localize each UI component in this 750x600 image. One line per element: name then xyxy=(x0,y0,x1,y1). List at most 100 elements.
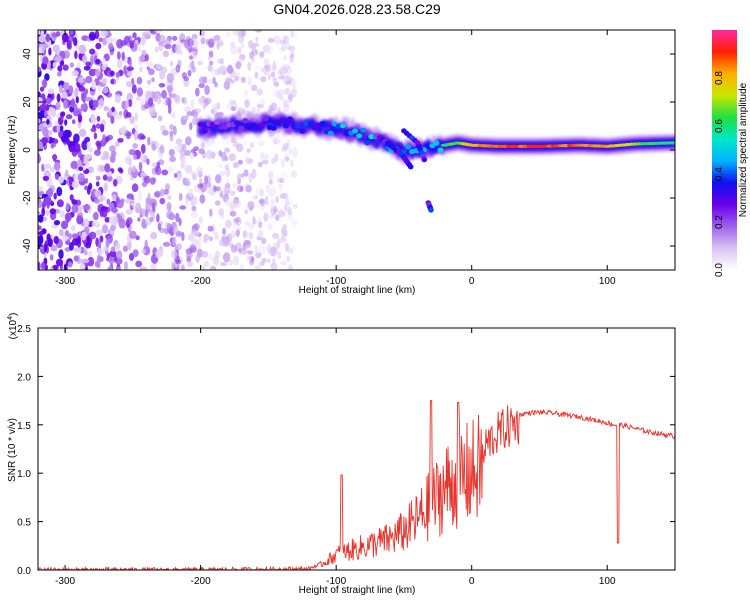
noise-speckle xyxy=(122,245,129,252)
noise-speckle xyxy=(193,230,200,237)
snr-frame xyxy=(37,327,676,571)
noise-speckle xyxy=(279,177,285,183)
noise-speckle xyxy=(97,247,105,256)
ridge-core xyxy=(213,119,220,125)
noise-speckle xyxy=(219,187,223,194)
noise-speckle xyxy=(109,51,114,56)
spectrogram-y-ticks: -40 -20 0 20 40 xyxy=(22,48,675,253)
noise-speckle xyxy=(69,146,76,153)
noise-speckle xyxy=(260,159,269,165)
noise-speckle xyxy=(287,65,292,74)
noise-speckle xyxy=(206,252,214,260)
noise-speckle xyxy=(158,83,166,88)
noise-speckle xyxy=(189,152,195,160)
noise-speckle xyxy=(223,185,231,195)
noise-speckle xyxy=(271,87,279,97)
noise-speckle xyxy=(78,44,87,55)
noise-speckle xyxy=(276,88,284,97)
noise-speckle xyxy=(49,254,54,261)
noise-speckle xyxy=(193,146,200,152)
noise-speckle xyxy=(104,217,111,223)
noise-speckle xyxy=(187,233,195,241)
noise-speckle xyxy=(285,198,290,207)
noise-speckle xyxy=(258,97,263,104)
noise-speckle xyxy=(136,76,143,85)
noise-speckle xyxy=(190,210,198,218)
noise-speckle xyxy=(64,230,70,237)
noise-speckle xyxy=(248,173,253,184)
noise-speckle xyxy=(268,179,273,185)
noise-speckle xyxy=(166,222,172,229)
noise-speckle xyxy=(60,111,66,117)
noise-speckle xyxy=(141,218,146,226)
noise-speckle xyxy=(266,243,272,253)
noise-speckle xyxy=(147,79,151,85)
noise-speckle xyxy=(244,89,248,97)
noise-speckle xyxy=(70,225,76,232)
noise-speckle xyxy=(261,154,269,159)
noise-speckle xyxy=(187,47,195,52)
noise-speckle xyxy=(209,236,213,242)
noise-speckle xyxy=(279,67,286,75)
noise-speckle xyxy=(93,198,100,204)
noise-speckle xyxy=(162,129,169,136)
noise-speckle xyxy=(146,158,150,165)
noise-speckle xyxy=(140,135,146,140)
noise-speckle xyxy=(77,172,85,182)
noise-speckle xyxy=(141,181,148,188)
colorbar-tick-label: 0.6 xyxy=(714,119,725,133)
noise-speckle xyxy=(115,114,122,120)
noise-speckle xyxy=(125,198,132,204)
noise-speckle xyxy=(255,187,259,198)
noise-speckle xyxy=(282,99,290,107)
noise-speckle xyxy=(189,169,194,176)
ridge-core xyxy=(283,123,289,129)
noise-speckle xyxy=(136,95,141,102)
spectrogram-xlabel: Height of straight line (km) xyxy=(299,285,416,296)
noise-speckle xyxy=(189,244,197,253)
noise-speckle xyxy=(273,32,278,40)
noise-speckle xyxy=(263,64,269,70)
noise-speckle xyxy=(49,166,56,173)
noise-speckle xyxy=(272,137,280,144)
colorbar-ticks: 0.0 0.2 0.4 0.6 0.8 xyxy=(714,71,725,277)
noise-speckle xyxy=(80,104,85,112)
noise-speckle xyxy=(164,43,172,50)
noise-speckle xyxy=(65,202,70,211)
noise-speckle xyxy=(188,188,194,198)
ridge-core xyxy=(356,133,363,139)
ridge-core xyxy=(307,121,314,127)
noise-speckle xyxy=(151,77,155,83)
noise-speckle xyxy=(56,93,61,103)
noise-speckle xyxy=(218,239,225,247)
noise-speckle xyxy=(38,261,41,270)
noise-speckle xyxy=(153,94,158,103)
noise-speckle xyxy=(259,188,264,197)
noise-speckle xyxy=(257,140,265,147)
noise-speckle xyxy=(97,85,102,92)
noise-speckle xyxy=(99,197,104,203)
noise-speckle xyxy=(115,257,123,265)
noise-speckle xyxy=(126,66,134,71)
colorbar-tick-label: 0.4 xyxy=(714,167,725,181)
noise-speckle xyxy=(93,211,99,221)
noise-speckle xyxy=(292,147,298,158)
noise-speckle xyxy=(118,168,124,174)
noise-speckle xyxy=(171,249,178,259)
noise-speckle xyxy=(157,115,163,122)
noise-speckle xyxy=(83,65,91,71)
noise-speckle xyxy=(281,144,289,150)
noise-speckle xyxy=(204,175,208,185)
noise-speckle xyxy=(73,255,79,262)
noise-speckle xyxy=(197,183,204,189)
noise-speckle xyxy=(131,84,137,94)
noise-speckle xyxy=(79,263,86,270)
noise-speckle xyxy=(84,88,89,95)
noise-speckle xyxy=(58,84,63,94)
noise-speckle xyxy=(42,56,49,65)
noise-speckle xyxy=(270,262,278,270)
noise-speckle xyxy=(289,53,294,63)
noise-speckle xyxy=(110,78,114,85)
noise-speckle xyxy=(207,55,212,61)
noise-speckle xyxy=(221,151,227,162)
